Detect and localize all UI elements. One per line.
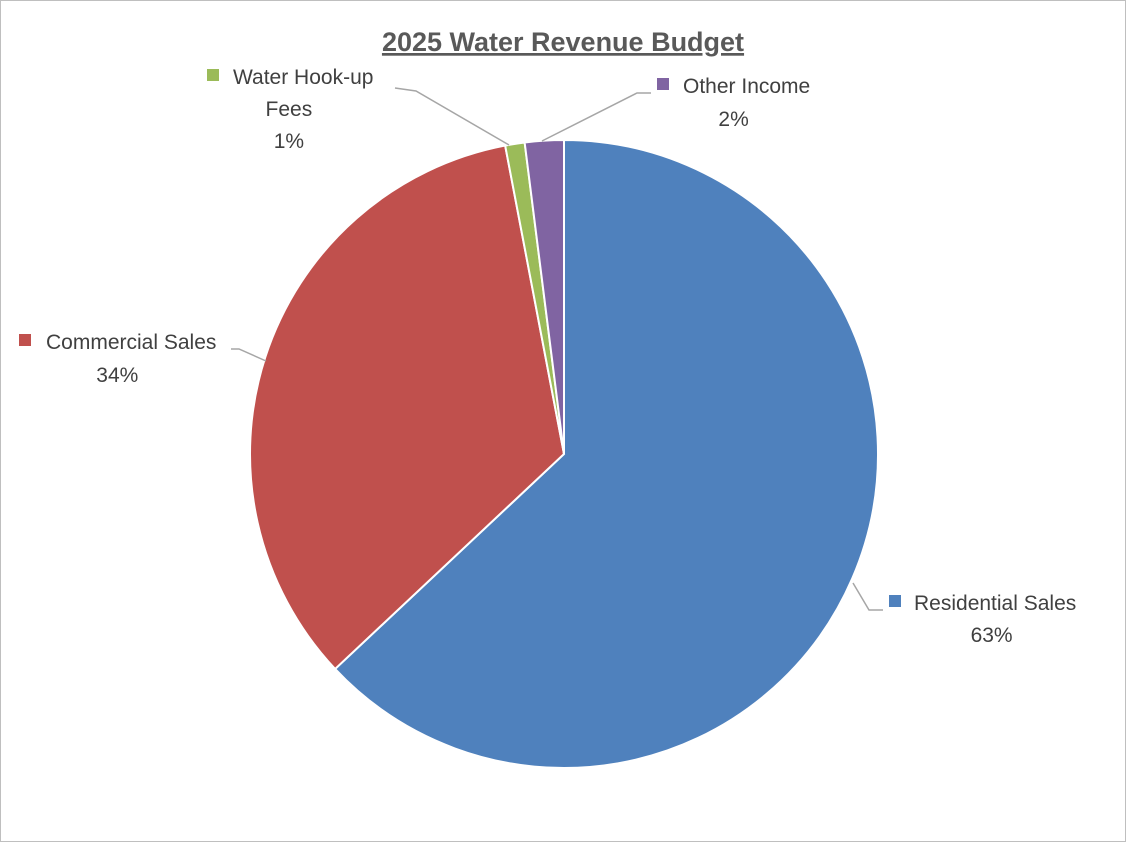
leader-line-water-hook-up-fees — [394, 87, 510, 146]
legend-key-residential-sales — [889, 595, 901, 607]
pie-slice-commercial-sales — [249, 144, 566, 671]
percent-label-water-hook-up-fees: 1% — [274, 130, 304, 153]
chart-title: 2025 Water Revenue Budget — [382, 27, 744, 57]
leader-line-commercial-sales — [231, 348, 267, 362]
data-label-other-income: Other Income 2% — [657, 75, 810, 131]
percent-label-residential-sales: 63% — [971, 624, 1013, 647]
category-label-other-income: Other Income — [683, 75, 810, 98]
leader-lines — [231, 87, 883, 611]
pie-slice-residential-sales — [333, 138, 879, 769]
category-label-residential-sales: Residential Sales — [914, 592, 1076, 615]
leader-line-other-income — [541, 92, 651, 142]
data-label-commercial-sales: Commercial Sales 34% — [19, 331, 216, 387]
percent-label-other-income: 2% — [718, 108, 748, 131]
category-label-water-hook-up-fees-line-2: Fees — [266, 98, 313, 121]
data-labels: Residential Sales 63% Commercial Sales 34% W… — [19, 66, 1076, 647]
legend-key-water-hook-up-fees — [207, 69, 219, 81]
data-label-water-hook-up-fees: Water Hook-up Fees 1% — [207, 66, 373, 153]
percent-label-commercial-sales: 34% — [96, 364, 138, 387]
data-label-residential-sales: Residential Sales 63% — [889, 592, 1076, 647]
leader-line-residential-sales — [852, 582, 883, 611]
legend-key-other-income — [657, 78, 669, 90]
legend-key-commercial-sales — [19, 334, 31, 346]
pie-slices — [249, 138, 879, 769]
category-label-commercial-sales: Commercial Sales — [46, 331, 216, 354]
category-label-water-hook-up-fees: Water Hook-up — [233, 66, 373, 89]
